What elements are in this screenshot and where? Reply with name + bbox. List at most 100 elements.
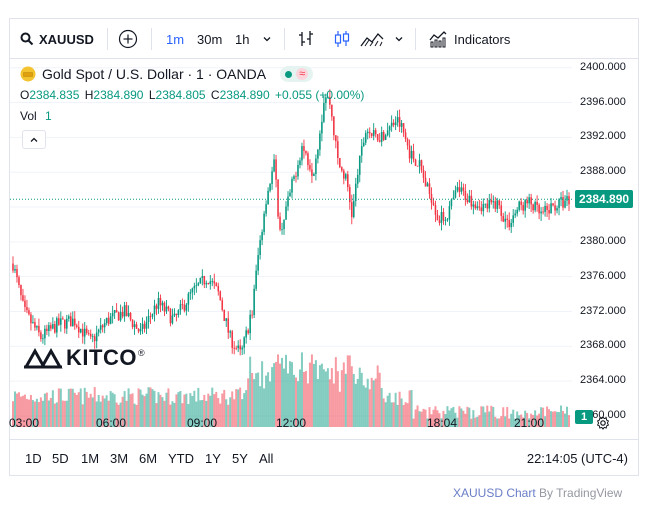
range-3m[interactable]: 3M bbox=[110, 451, 129, 466]
candle-body bbox=[279, 216, 281, 230]
attribution-link[interactable]: XAUUSD Chart bbox=[453, 486, 536, 500]
candle-body bbox=[396, 117, 399, 123]
candle-body bbox=[263, 213, 265, 232]
range-1y[interactable]: 1Y bbox=[205, 451, 221, 466]
volume-bar bbox=[384, 402, 387, 427]
collapse-legend-button[interactable] bbox=[22, 130, 46, 149]
volume-bar bbox=[350, 366, 353, 427]
candle-body bbox=[303, 146, 305, 151]
candle-body bbox=[181, 304, 184, 306]
candle-body bbox=[247, 330, 249, 334]
candle-body bbox=[496, 200, 499, 209]
volume-bar bbox=[532, 415, 535, 427]
candle-body bbox=[446, 219, 449, 221]
candle-body bbox=[490, 199, 493, 203]
volume-bar bbox=[245, 390, 248, 427]
symbol-search-button[interactable]: XAUUSD bbox=[20, 27, 94, 51]
volume-bar bbox=[57, 388, 60, 427]
candle-body bbox=[251, 314, 253, 316]
area-style-button[interactable] bbox=[360, 27, 384, 51]
candle-body bbox=[540, 211, 542, 214]
range-6m[interactable]: 6M bbox=[139, 451, 158, 466]
candle-body bbox=[77, 326, 80, 333]
volume-bar bbox=[237, 389, 240, 427]
volume-bar bbox=[502, 407, 505, 427]
interval-1h[interactable]: 1h bbox=[235, 27, 249, 51]
chart-type-dropdown[interactable] bbox=[393, 27, 405, 51]
volume-bar bbox=[235, 389, 238, 427]
legend-title: Gold Spot / U.S. Dollar · 1 · OANDA bbox=[42, 66, 267, 82]
interval-1m[interactable]: 1m bbox=[166, 27, 184, 51]
volume-bar bbox=[318, 365, 321, 427]
area-chart-icon bbox=[360, 33, 384, 47]
candle-body bbox=[506, 218, 509, 220]
volume-bar bbox=[267, 372, 270, 427]
volume-bar bbox=[283, 368, 286, 427]
range-1d[interactable]: 1D bbox=[25, 451, 42, 466]
volume-bar bbox=[91, 397, 94, 427]
price-axis[interactable]: 2400.000 2396.000 2392.000 2388.000 2380.000… bbox=[572, 59, 638, 427]
candle-body bbox=[297, 165, 299, 177]
candle-body bbox=[432, 202, 435, 206]
range-5y[interactable]: 5Y bbox=[232, 451, 248, 466]
candle-body bbox=[460, 187, 463, 192]
candle-body bbox=[474, 204, 477, 209]
bars-style-button[interactable] bbox=[296, 27, 316, 51]
candle-body bbox=[66, 318, 68, 329]
compare-button[interactable] bbox=[118, 27, 138, 51]
time-tick: 03:00 bbox=[8, 416, 40, 430]
volume-bar bbox=[13, 391, 16, 427]
volume-bar bbox=[53, 403, 56, 427]
candle-body bbox=[179, 304, 182, 311]
clock[interactable]: 22:14:05 (UTC-4) bbox=[526, 451, 628, 466]
range-all[interactable]: All bbox=[259, 451, 274, 466]
candle-body bbox=[343, 170, 345, 179]
volume-bar bbox=[253, 379, 256, 427]
price-chart[interactable] bbox=[10, 59, 572, 427]
range-5d[interactable]: 5D bbox=[52, 451, 69, 466]
candle-body bbox=[62, 318, 64, 320]
candle-body bbox=[538, 204, 540, 214]
volume-bar bbox=[466, 406, 469, 427]
volume-bar bbox=[143, 396, 146, 427]
candle-body bbox=[398, 117, 401, 127]
chevron-up-icon bbox=[30, 137, 38, 142]
range-1m[interactable]: 1M bbox=[81, 451, 100, 466]
volume-bar bbox=[213, 394, 216, 427]
chart-settings-button[interactable] bbox=[596, 416, 610, 435]
candle-body bbox=[24, 300, 26, 307]
volume-bar bbox=[482, 406, 485, 427]
candle-body bbox=[255, 270, 257, 289]
candle-body bbox=[492, 201, 495, 203]
volume-bar bbox=[177, 392, 180, 427]
volume-bar bbox=[41, 400, 44, 427]
candle-body bbox=[426, 183, 429, 187]
candle-body bbox=[117, 312, 120, 321]
interval-dropdown[interactable] bbox=[261, 27, 273, 51]
indicators-button[interactable]: Indicators bbox=[428, 27, 510, 51]
candle-body bbox=[14, 269, 16, 271]
volume-bars bbox=[12, 352, 570, 427]
attribution[interactable]: XAUUSD Chart By TradingView bbox=[453, 486, 622, 500]
interval-30m[interactable]: 30m bbox=[197, 27, 222, 51]
candle-body bbox=[309, 165, 311, 170]
candle-body bbox=[333, 116, 335, 136]
volume-bar bbox=[432, 409, 435, 427]
candle-body bbox=[109, 316, 112, 324]
volume-bar bbox=[87, 397, 90, 427]
volume-bar bbox=[169, 404, 172, 427]
candles-style-button[interactable] bbox=[332, 27, 352, 51]
volume-bar bbox=[133, 403, 136, 427]
candle-body bbox=[127, 312, 130, 317]
volume-bar bbox=[145, 393, 148, 427]
range-ytd[interactable]: YTD bbox=[168, 451, 194, 466]
gear-icon bbox=[596, 416, 610, 430]
volume-bar bbox=[346, 355, 349, 427]
candle-body bbox=[87, 332, 90, 334]
volume-bar bbox=[119, 402, 122, 427]
candle-body bbox=[356, 174, 359, 184]
volume-bar bbox=[358, 367, 361, 427]
volume-bar bbox=[492, 406, 495, 427]
market-status-badge[interactable]: ≈ bbox=[280, 66, 314, 82]
low-label: L bbox=[148, 88, 156, 102]
